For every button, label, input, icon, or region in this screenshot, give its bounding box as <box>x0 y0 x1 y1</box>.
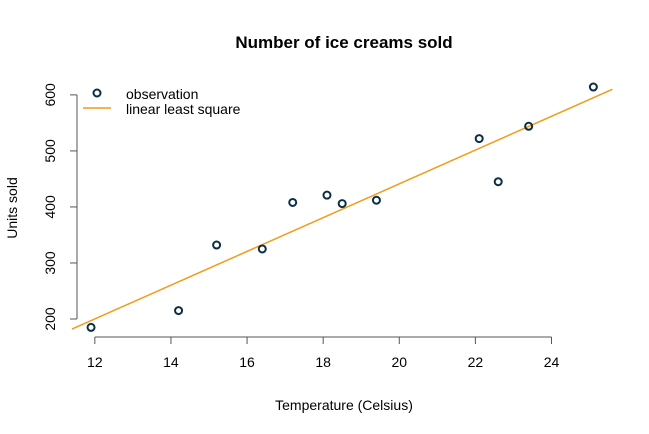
legend: observation linear least square <box>83 86 241 117</box>
y-tick-label: 300 <box>42 251 58 275</box>
y-axis-label: Units sold <box>4 177 20 238</box>
data-point <box>371 195 381 205</box>
y-tick-label: 400 <box>42 195 58 219</box>
y-axis-ticks: 200 300 400 500 600 <box>42 83 77 331</box>
y-tick-label: 600 <box>42 83 58 107</box>
data-point <box>493 177 503 187</box>
legend-observation-label: observation <box>126 86 198 102</box>
fit-line-layer <box>71 88 613 330</box>
x-tick-label: 22 <box>468 354 484 370</box>
x-tick-label: 20 <box>391 354 407 370</box>
data-point <box>474 134 484 144</box>
x-tick-label: 12 <box>87 354 103 370</box>
data-point <box>322 190 332 200</box>
fit-line <box>71 88 613 330</box>
y-tick-label: 500 <box>42 139 58 163</box>
data-point <box>257 244 267 254</box>
data-point <box>86 322 96 332</box>
x-axis-ticks: 12 14 16 18 20 22 24 <box>87 337 559 370</box>
x-tick-label: 18 <box>315 354 331 370</box>
x-tick-label: 24 <box>544 354 560 370</box>
data-point <box>337 199 347 209</box>
points-layer <box>86 82 598 332</box>
y-tick-label: 200 <box>42 307 58 331</box>
legend-observation-marker <box>92 88 102 98</box>
data-point <box>288 197 298 207</box>
x-axis-label: Temperature (Celsius) <box>275 397 413 413</box>
legend-fit-label: linear least square <box>126 101 241 117</box>
x-tick-label: 14 <box>163 354 179 370</box>
x-tick-label: 16 <box>239 354 255 370</box>
chart-title: Number of ice creams sold <box>235 33 452 52</box>
data-point <box>524 121 534 131</box>
data-point <box>174 306 184 316</box>
data-point <box>212 240 222 250</box>
data-point <box>588 82 598 92</box>
